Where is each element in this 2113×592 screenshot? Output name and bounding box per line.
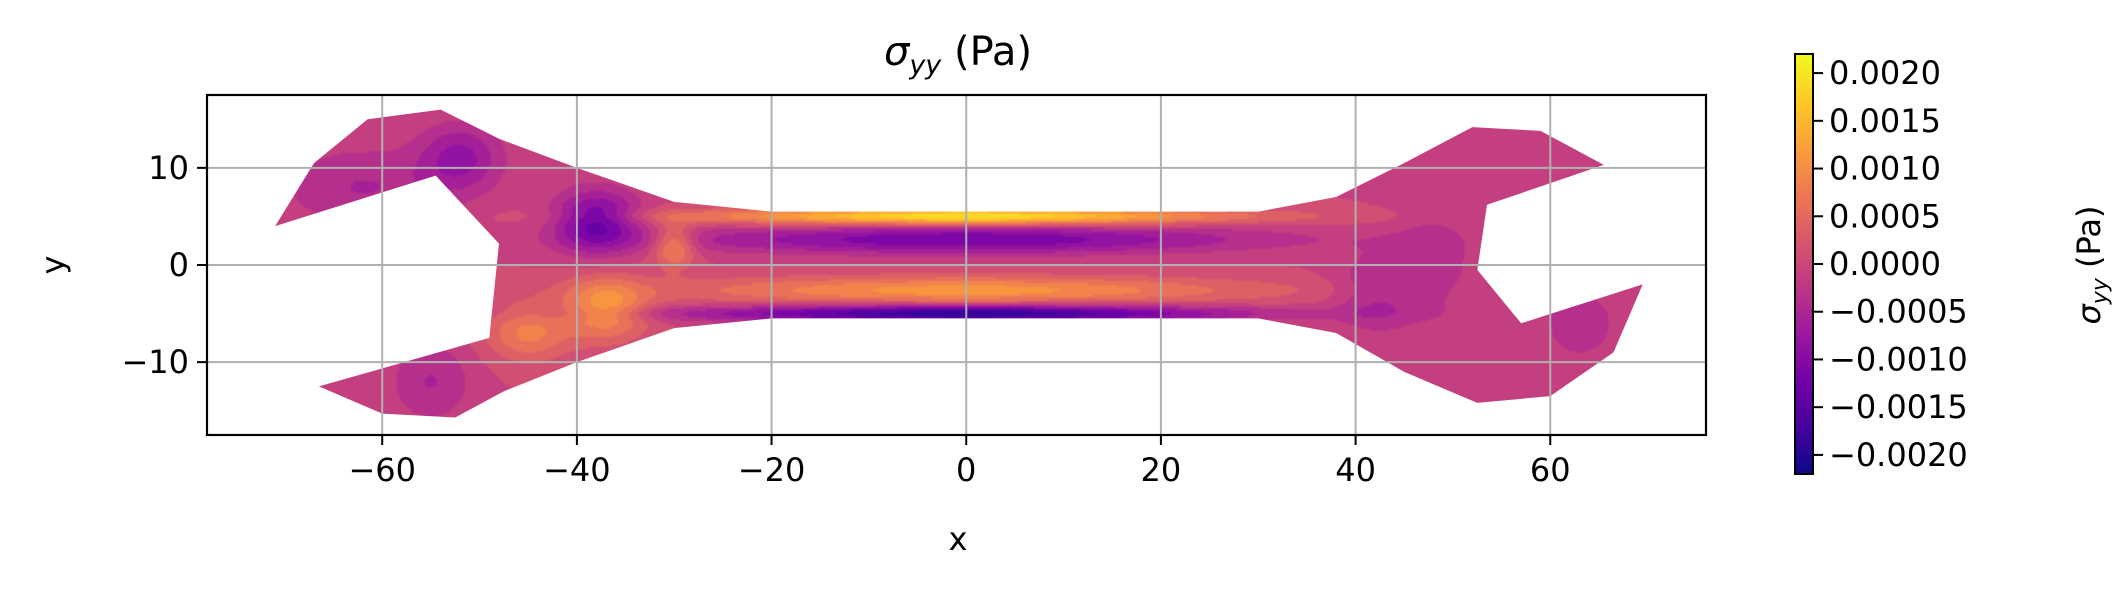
chart-title-sub: yy	[908, 50, 942, 81]
y-axis-label: y	[34, 256, 72, 275]
colorbar-label-unit: (Pa)	[2070, 206, 2108, 279]
x-tick-label: 20	[1141, 451, 1182, 489]
colorbar-tick-label: 0.0005	[1829, 197, 1941, 235]
colorbar-label-sub: yy	[2088, 277, 2113, 305]
chart-title-base: σ	[884, 29, 911, 75]
colorbar-label-base: σ	[2070, 302, 2108, 324]
colorbar-tick-label: 0.0015	[1829, 102, 1941, 140]
colorbar-tick-label: −0.0020	[1829, 436, 1968, 474]
x-tick-label: 0	[956, 451, 976, 489]
colorbar-tick-label: 0.0010	[1829, 150, 1941, 188]
x-axis-ticks: −60 −40 −20 0 20 40 60	[348, 435, 1571, 489]
chart-title-unit: (Pa)	[941, 29, 1032, 75]
colorbar-tick-label: −0.0015	[1829, 388, 1968, 426]
colorbar: 0.0020 0.0015 0.0010 0.0005 0.0000 −0.0005 −0.…	[1794, 53, 2113, 475]
y-tick-label: −10	[121, 343, 189, 381]
grid-lines	[207, 95, 1706, 435]
x-tick-label: 60	[1530, 451, 1571, 489]
x-tick-label: 40	[1335, 451, 1376, 489]
colorbar-ticks: 0.0020 0.0015 0.0010 0.0005 0.0000 −0.0005 −0.…	[1813, 54, 1968, 474]
y-tick-label: 0	[169, 246, 189, 284]
colorbar-tick-label: 0.0020	[1829, 54, 1941, 92]
y-tick-label: 10	[148, 149, 189, 187]
colorbar-tick-label: −0.0010	[1829, 340, 1968, 378]
chart-title: σyy (Pa)	[884, 29, 1032, 81]
colorbar-tick-label: 0.0000	[1829, 245, 1941, 283]
x-tick-label: −40	[543, 451, 611, 489]
colorbar-label: σyy (Pa)	[2070, 206, 2113, 325]
colorbar-fill	[1794, 53, 1814, 475]
x-axis-label: x	[949, 520, 968, 558]
x-tick-label: −60	[348, 451, 416, 489]
y-axis-ticks: −10 0 10	[121, 149, 207, 381]
x-tick-label: −20	[738, 451, 806, 489]
colorbar-tick-label: −0.0005	[1829, 293, 1968, 331]
